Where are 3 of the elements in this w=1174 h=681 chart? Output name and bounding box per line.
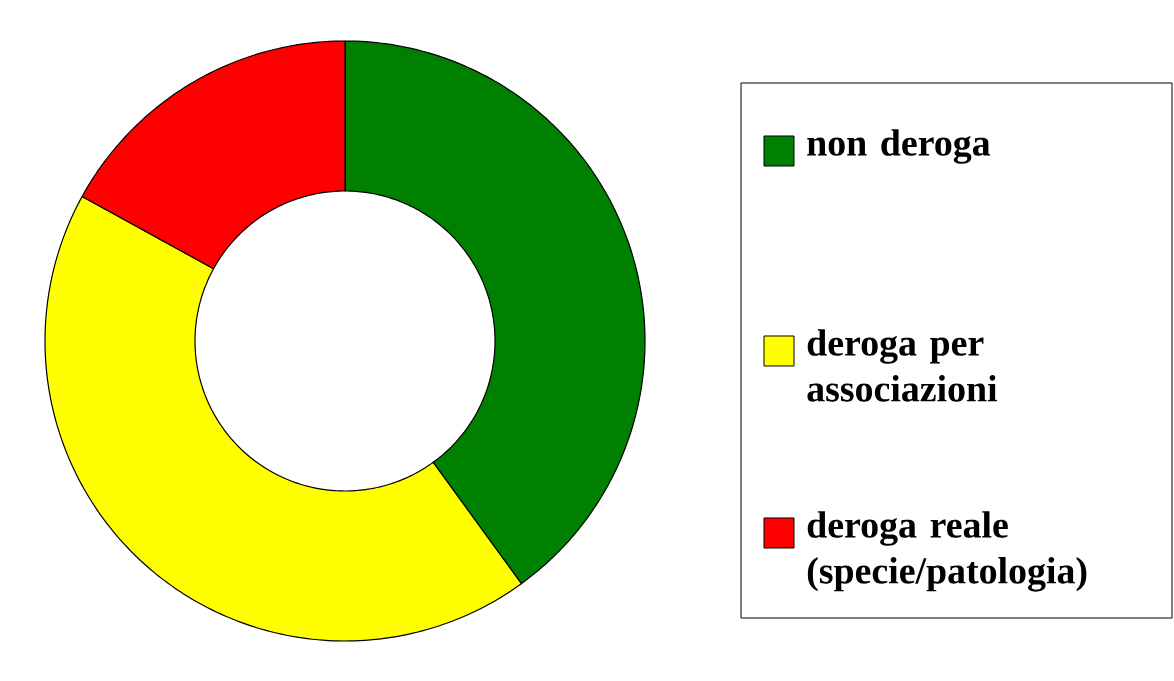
legend-label: deroga per associazioni [807, 329, 998, 402]
legend-label: non deroga [807, 129, 991, 164]
legend-label: deroga reale (specie/patologia) [807, 511, 1087, 592]
